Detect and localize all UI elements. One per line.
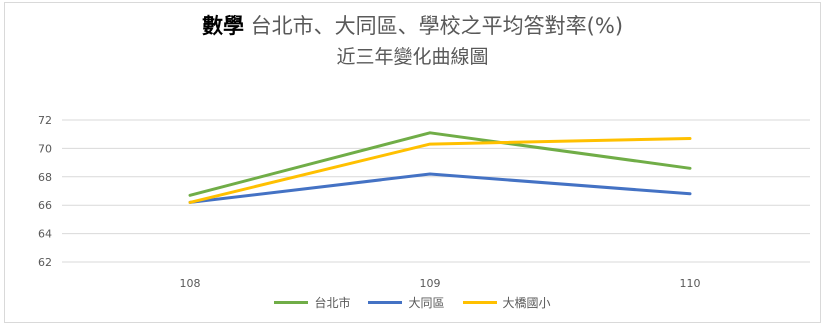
series-line-1: [188, 131, 692, 197]
y-tick-label: 66: [38, 199, 52, 212]
legend-label: 大同區: [408, 296, 445, 310]
y-tick-label: 72: [38, 114, 52, 127]
legend-swatch: [462, 301, 497, 304]
x-tick-label: 110: [680, 277, 701, 290]
chart-subtitle: 近三年變化曲線圖: [336, 46, 489, 68]
series-line-2: [188, 172, 692, 204]
chart-title-text: 台北市、大同區、學校之平均答對率(%): [250, 14, 624, 38]
chart-legend: 台北市 大同區 大橋國小: [0, 294, 825, 311]
chart-title: 數學 台北市、大同區、學校之平均答對率(%): [0, 10, 825, 40]
y-tick-label: 68: [38, 171, 52, 184]
legend-swatch: [274, 301, 309, 304]
chart-frame: [4, 2, 821, 323]
legend-item: 大橋國小: [462, 294, 551, 311]
chart-title-subject: 數學: [201, 14, 244, 38]
series-line-3: [188, 137, 692, 204]
x-tick-label: 109: [420, 277, 441, 290]
y-tick-label: 70: [38, 142, 52, 155]
y-tick-label: 64: [38, 228, 52, 241]
legend-item: 台北市: [274, 294, 350, 311]
legend-item: 大同區: [368, 294, 445, 311]
y-tick-label: 62: [38, 256, 52, 269]
legend-swatch: [368, 301, 403, 304]
legend-label: 台北市: [314, 296, 351, 310]
legend-label: 大橋國小: [502, 296, 551, 310]
x-tick-label: 108: [180, 277, 201, 290]
